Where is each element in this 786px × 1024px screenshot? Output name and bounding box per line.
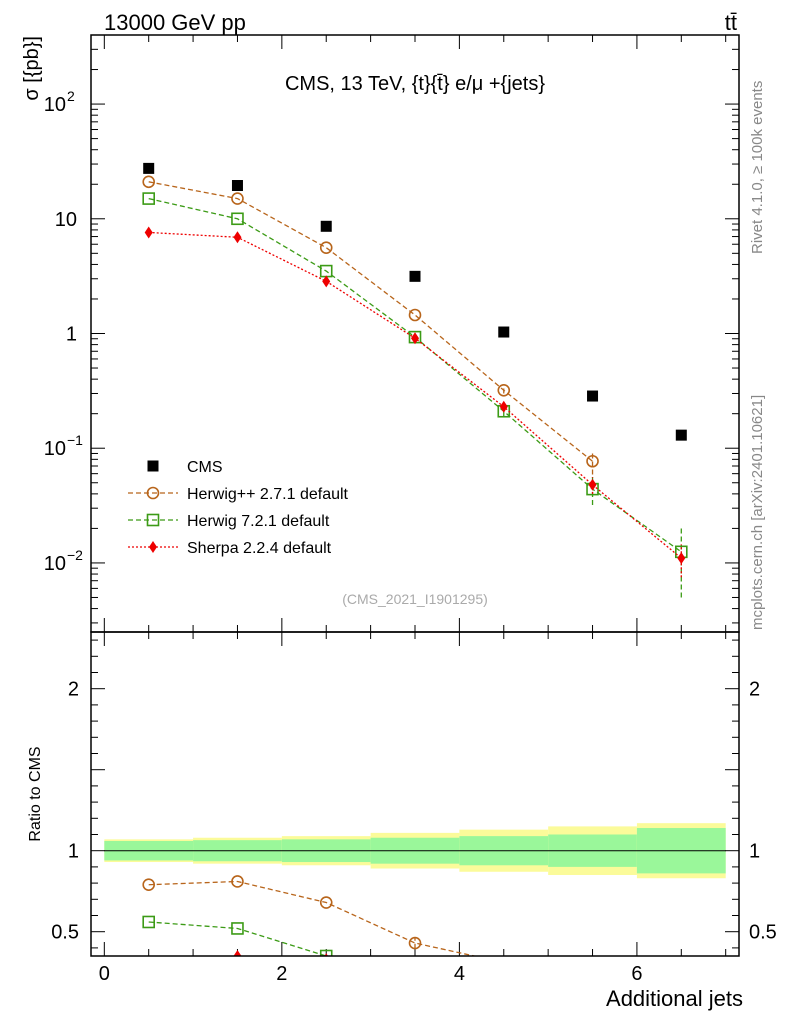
main-sherpa-point [411,332,419,345]
legend-item: Sherpa 2.2.4 default [128,540,332,557]
legend-label: Herwig 7.2.1 default [187,513,330,530]
y-tick-label: 10 [44,94,66,116]
y-tick-exponent: −2 [67,547,83,563]
ratio-herwigpp-series [142,875,598,974]
legend-item: Herwig 7.2.1 default [128,513,330,530]
ratio-herwigpp-point [142,878,155,892]
ratio-y-tick-label: 2 [68,679,79,701]
legend-item: CMS [147,459,223,476]
main-herwigpp-series [142,175,599,475]
x-tick-label: 4 [454,963,465,985]
main-sherpa-point [322,275,331,288]
main-sherpa-point [499,400,508,413]
ratio-herwigpp-line [148,880,478,956]
ratio-herwig7-point [319,949,333,956]
ratio-sherpa-point [500,971,508,983]
ratio-y-tick-label-right: 1 [749,841,760,863]
ratio-panel: 0 2 4 6 0.5 0.5 1 1 2 2 [51,631,777,994]
main-cms-series [143,162,687,441]
legend-marker [146,513,160,527]
ratio-sherpa-point [233,950,242,956]
y-tick-exponent: −1 [67,432,83,448]
x-tick-label: 6 [631,963,642,985]
main-herwig7-point [231,212,244,226]
main-sherpa-point [144,226,153,239]
energy-label: 13000 GeV pp [104,10,246,35]
y-axis-label-ratio: Ratio to CMS [27,746,44,841]
ratio-sherpa-point [589,979,597,991]
legend-marker [149,541,157,553]
legend-marker [147,460,159,472]
ratio-sherpa-series [145,950,597,991]
main-sherpa-point [233,231,242,244]
main-cms-point [675,429,687,441]
main-sherpa-series [144,226,686,578]
legend-label: Herwig++ 2.7.1 default [187,486,349,503]
ratio-herwig7-line [148,921,333,956]
ratio-y-tick-label-right: 2 [749,679,760,701]
ratio-y-tick-label-right: 0.5 [749,922,777,944]
main-herwigpp-point [408,308,422,322]
x-axis-label: Additional jets [606,986,743,1011]
y-axis-label-main: σ [{pb}] [21,36,43,101]
main-cms-point [320,220,332,232]
legend-label: Sherpa 2.2.4 default [187,540,332,557]
rivet-version-label: Rivet 4.1.0, ≥ 100k events [749,81,766,254]
ratio-herwig7-series [142,915,598,994]
ratio-y-tick-label: 1 [68,841,79,863]
x-tick-label: 2 [276,963,287,985]
main-herwigpp-point [319,241,333,254]
analysis-id: (CMS_2021_I1901295) [342,591,488,607]
ratio-y-tick-label: 0.5 [51,922,79,944]
ratio-herwig7-point [142,915,155,929]
main-cms-point [143,162,155,174]
ratio-frame [90,631,740,957]
y-tick-label: 1 [66,324,77,346]
legend-item: Herwig++ 2.7.1 default [128,486,349,503]
y-tick-exponent: 2 [67,88,75,104]
source-label: mcplots.cern.ch [arXiv:2401.10621] [749,395,766,630]
legend-label: CMS [187,459,223,476]
ratio-herwigpp-point [231,875,244,888]
main-herwigpp-point [142,175,155,189]
ratio-herwigpp-point [498,957,509,968]
main-herwigpp-line [148,181,593,462]
main-herwig7-series [142,192,688,598]
main-cms-point [498,326,510,338]
ratio-herwig7-point [410,960,421,971]
legend: CMS Herwig++ 2.7.1 default Herwig 7.2.1 de… [128,459,349,557]
ratio-herwig7-point [231,922,244,935]
ratio-herwigpp-point [319,896,333,909]
ratio-herwigpp-point [408,936,422,950]
ratio-herwig7-point [587,983,598,994]
process-label: tt̄ [725,10,737,35]
y-tick-label: 10 [44,553,66,575]
main-cms-point [231,180,243,192]
ratio-herwig7-point [498,975,509,986]
main-sherpa-point [588,478,597,491]
ratio-herwigpp-point [587,963,598,974]
main-sherpa-point [677,552,686,565]
main-herwigpp-point [586,454,599,468]
legend-marker [146,486,160,500]
main-herwig7-point [142,192,155,205]
main-cms-point [409,270,421,282]
ratio-sherpa-point [145,961,153,973]
main-cms-point [587,390,599,402]
main-herwigpp-point [497,383,511,397]
y-tick-label: 10 [44,438,66,460]
plot-title: CMS, 13 TeV, {t}{t̄} e/μ +{jets} [285,73,545,95]
y-tick-label: 10 [55,209,77,231]
x-tick-label: 0 [99,963,110,985]
main-herwigpp-point [231,192,244,205]
ratio-sherpa-point [411,960,419,972]
ratio-sherpa-line [232,955,256,956]
